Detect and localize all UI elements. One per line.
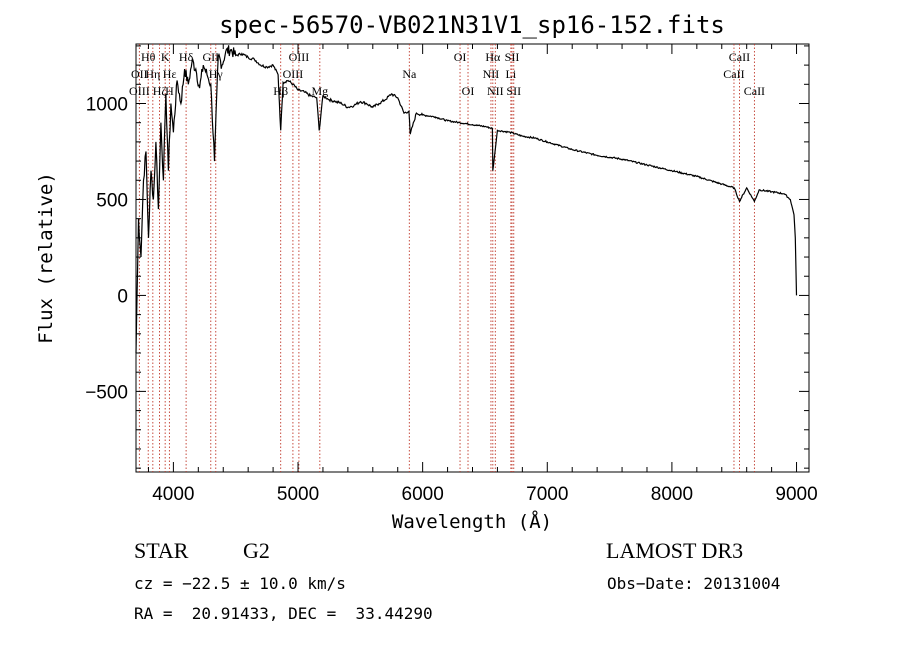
line-label: OI bbox=[462, 84, 475, 98]
line-label: CaII bbox=[729, 50, 750, 64]
object-class: STAR bbox=[134, 538, 189, 563]
x-tick-label: 8000 bbox=[651, 484, 693, 505]
line-label: Hβ bbox=[273, 84, 288, 98]
line-label: H bbox=[165, 84, 174, 98]
y-tick-label: 500 bbox=[96, 190, 128, 211]
line-label: NII bbox=[483, 67, 500, 81]
line-label: GII bbox=[202, 50, 219, 64]
line-label: OIII bbox=[283, 67, 304, 81]
line-label: SII bbox=[505, 50, 520, 64]
line-label: Hα bbox=[485, 50, 501, 64]
redshift-velocity: cz = −22.5 ± 10.0 km/s bbox=[134, 574, 346, 593]
line-label: K bbox=[161, 50, 170, 64]
line-label: CaII bbox=[723, 67, 744, 81]
survey-name: LAMOST DR3 bbox=[606, 538, 744, 563]
y-tick-label: −500 bbox=[85, 382, 128, 403]
y-axis-label: Flux (relative) bbox=[35, 172, 57, 344]
line-label: Li bbox=[506, 67, 517, 81]
line-label: Hε bbox=[163, 67, 177, 81]
line-label: Hθ bbox=[141, 50, 156, 64]
observation-date: Obs−Date: 20131004 bbox=[607, 574, 781, 593]
line-label: OI bbox=[454, 50, 467, 64]
line-label: NII bbox=[487, 84, 504, 98]
plot-frame bbox=[135, 43, 810, 473]
x-tick-label: 7000 bbox=[526, 484, 568, 505]
line-markers bbox=[138, 44, 755, 472]
line-label: Na bbox=[402, 67, 417, 81]
line-label: Hγ bbox=[209, 67, 224, 81]
x-tick-label: 6000 bbox=[402, 484, 444, 505]
x-axis-ticks: 4000 5000 6000 7000 8000 9000 bbox=[147, 44, 818, 505]
line-label: SII bbox=[506, 84, 521, 98]
line-label: Hη bbox=[145, 67, 160, 81]
x-tick-label: 4000 bbox=[152, 484, 194, 505]
line-label: OIII bbox=[129, 84, 150, 98]
line-label: Hζ bbox=[153, 84, 167, 98]
line-label: Mg bbox=[311, 84, 328, 98]
y-tick-label: 0 bbox=[117, 286, 128, 307]
line-label: OII bbox=[131, 67, 148, 81]
x-tick-label: 5000 bbox=[277, 484, 319, 505]
x-axis-label: Wavelength (Å) bbox=[392, 510, 552, 533]
object-subclass: G2 bbox=[243, 538, 270, 563]
line-label: Hδ bbox=[179, 50, 194, 64]
chart-title: spec-56570-VB021N31V1_sp16-152.fits bbox=[219, 11, 725, 39]
spectrum-line bbox=[135, 45, 798, 354]
x-tick-label: 9000 bbox=[775, 484, 817, 505]
coordinates: RA = 20.91433, DEC = 33.44290 bbox=[134, 604, 433, 623]
line-label: OIII bbox=[289, 50, 310, 64]
y-tick-label: 1000 bbox=[86, 94, 128, 115]
y-axis-ticks: −500 0 500 1000 bbox=[85, 45, 809, 469]
line-labels: Hθ OII OIII KHη Hε HHζ Hδ GII Hγ OIII OIII Hβ Mg Na OI… bbox=[129, 50, 765, 98]
line-label: CaII bbox=[744, 84, 765, 98]
